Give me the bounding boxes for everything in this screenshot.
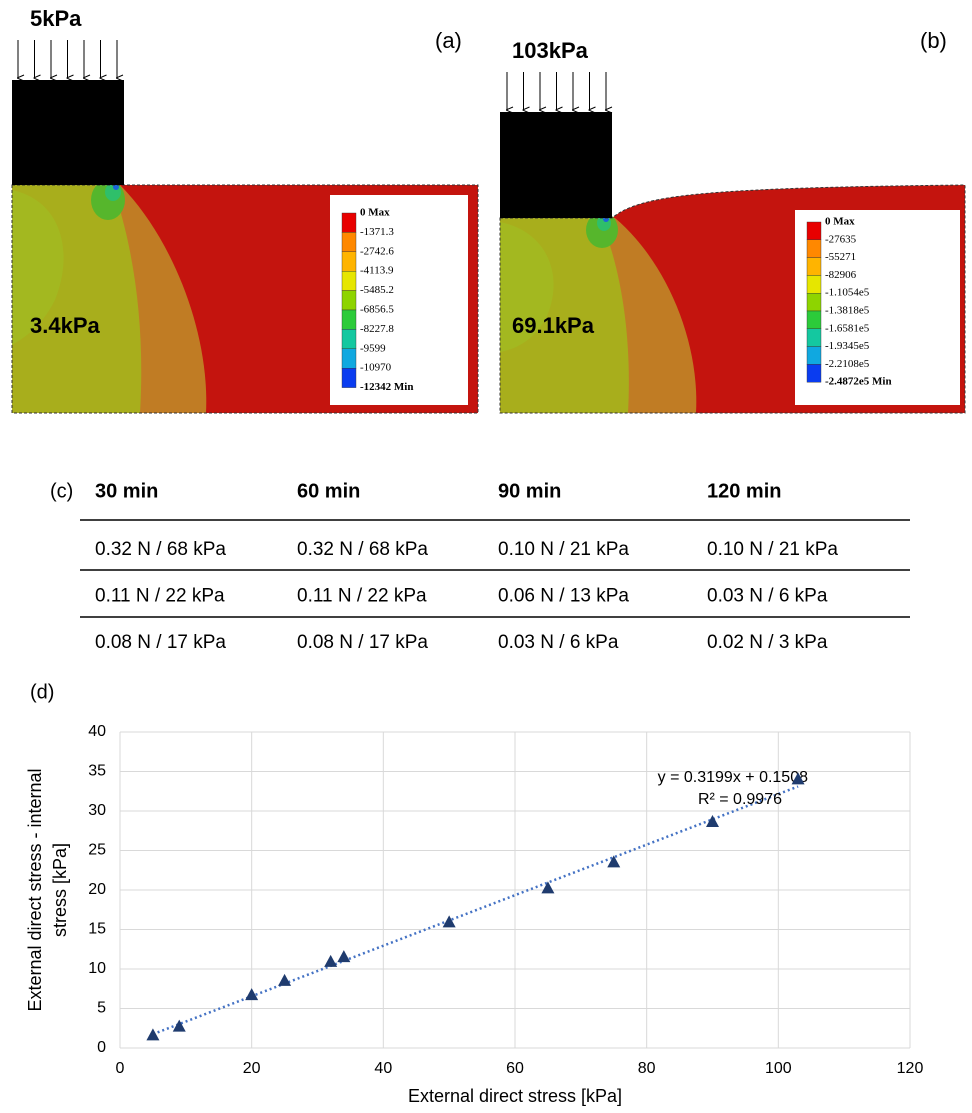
data-point (706, 815, 719, 827)
data-point (443, 915, 456, 927)
data-point (324, 955, 337, 967)
legend-swatch (342, 368, 356, 387)
table-label: (c) (50, 480, 73, 502)
table-cell: 0.03 N / 6 kPa (498, 632, 619, 653)
table-cell: 0.02 N / 3 kPa (707, 632, 828, 653)
table-cell: 0.08 N / 17 kPa (297, 632, 428, 653)
legend-label: 0 Max (825, 216, 855, 228)
legend-label: -1.6581e5 (825, 322, 870, 334)
legend-label: -5485.2 (360, 284, 394, 296)
legend-swatch (807, 240, 821, 258)
load-label: 5kPa (30, 6, 82, 31)
table-cell: 0.32 N / 68 kPa (297, 539, 428, 560)
data-point (607, 855, 620, 867)
trendline-r2: R² = 0.9976 (698, 791, 782, 808)
load-label: 103kPa (512, 38, 589, 63)
legend-swatch (807, 293, 821, 311)
legend-swatch (807, 275, 821, 293)
x-tick-label: 0 (116, 1060, 125, 1077)
table-header: 90 min (498, 480, 561, 502)
table-cell: 0.03 N / 6 kPa (707, 586, 828, 607)
table-cell: 0.10 N / 21 kPa (707, 539, 838, 560)
table-header: 30 min (95, 480, 158, 502)
legend-swatch (807, 311, 821, 329)
x-tick-label: 80 (638, 1060, 656, 1077)
y-tick-label: 15 (88, 921, 106, 938)
legend-swatch (342, 291, 356, 310)
fem-a (12, 80, 478, 413)
y-tick-label: 25 (88, 842, 106, 859)
legend-label: -4113.9 (360, 265, 394, 277)
y-tick-label: 20 (88, 881, 106, 898)
legend-label: -2.4872e5 Min (825, 376, 892, 388)
legend-swatch (342, 310, 356, 329)
panel-label: (a) (435, 28, 462, 53)
data-point (337, 950, 350, 962)
legend-swatch (807, 222, 821, 240)
x-tick-label: 100 (765, 1060, 792, 1077)
table-header: 120 min (707, 480, 781, 502)
fem-b (500, 112, 965, 413)
table-cell: 0.10 N / 21 kPa (498, 539, 629, 560)
x-tick-label: 60 (506, 1060, 524, 1077)
x-axis-title: External direct stress [kPa] (408, 1086, 622, 1106)
legend-swatch (807, 258, 821, 276)
y-tick-label: 10 (88, 960, 106, 977)
y-axis-title: External direct stress - internal (25, 768, 45, 1011)
legend-label: -2.2108e5 (825, 358, 870, 370)
data-point (173, 1020, 186, 1032)
y-tick-label: 0 (97, 1039, 106, 1056)
legend-swatch (807, 364, 821, 382)
legend-swatch (342, 213, 356, 232)
y-tick-label: 35 (88, 763, 106, 780)
legend-swatch (342, 232, 356, 251)
legend-swatch (342, 271, 356, 290)
y-tick-label: 40 (88, 723, 106, 740)
table-cell: 0.32 N / 68 kPa (95, 539, 226, 560)
legend-label: -8227.8 (360, 323, 394, 335)
legend-label: -1.9345e5 (825, 340, 870, 352)
x-tick-label: 120 (897, 1060, 924, 1077)
y-tick-label: 30 (88, 802, 106, 819)
figure: 5kPa (a) 3.4kPa 0 Max -1371.3 -2742.6 -4113.9 -… (0, 0, 972, 1113)
legend-label: -55271 (825, 251, 856, 263)
legend-label: -2742.6 (360, 245, 394, 257)
legend-label: -9599 (360, 342, 386, 354)
legend-label: -27635 (825, 233, 857, 245)
legend-label: 0 Max (360, 207, 390, 219)
legend-swatch (342, 252, 356, 271)
legend-label: -12342 Min (360, 381, 413, 393)
table-cell: 0.06 N / 13 kPa (498, 586, 629, 607)
data-point (541, 881, 554, 893)
data-point (146, 1028, 159, 1040)
trendline-equation: y = 0.3199x + 0.1508 (658, 769, 808, 786)
table-cell: 0.08 N / 17 kPa (95, 632, 226, 653)
data-point (278, 974, 291, 986)
y-tick-label: 5 (97, 1000, 106, 1017)
x-tick-label: 40 (374, 1060, 392, 1077)
legend-label: -1.1054e5 (825, 287, 870, 299)
x-tick-label: 20 (243, 1060, 261, 1077)
legend-label: -1371.3 (360, 226, 394, 238)
legend-label: -82906 (825, 269, 857, 281)
legend-swatch (807, 329, 821, 347)
table-cell: 0.11 N / 22 kPa (297, 586, 427, 607)
legend-label: -10970 (360, 362, 392, 374)
chart-label: (d) (30, 681, 54, 703)
legend-swatch (807, 347, 821, 365)
legend-label: -6856.5 (360, 304, 394, 316)
legend-label: -1.3818e5 (825, 305, 870, 317)
legend-swatch (342, 329, 356, 348)
panel-label: (b) (920, 28, 947, 53)
table-cell: 0.11 N / 22 kPa (95, 586, 225, 607)
y-axis-title: stress [kPa] (50, 843, 70, 937)
internal-stress-label: 3.4kPa (30, 313, 100, 338)
internal-stress-label: 69.1kPa (512, 313, 595, 338)
table-header: 60 min (297, 480, 360, 502)
legend-swatch (342, 349, 356, 368)
